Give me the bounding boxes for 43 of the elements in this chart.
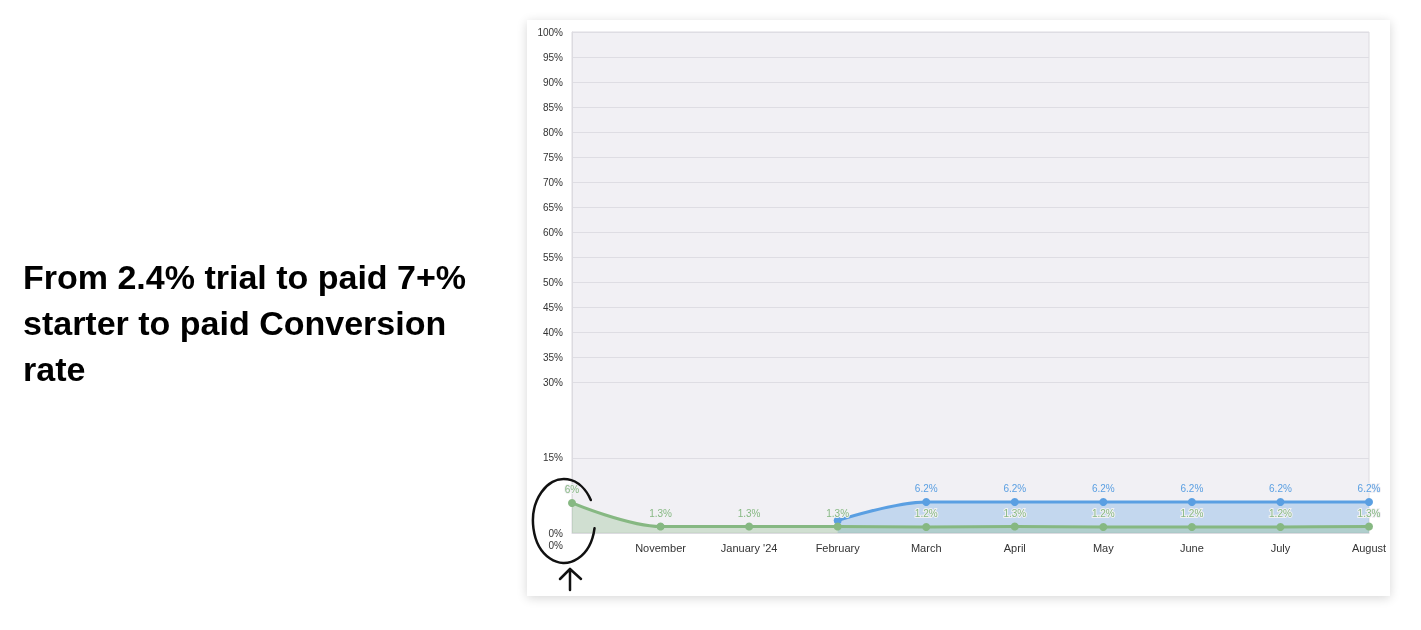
y-tick-label: 0%	[548, 527, 564, 539]
data-label: 1.3%	[649, 507, 673, 519]
y-tick-label: 80%	[542, 126, 564, 138]
y-tick-label: 40%	[542, 327, 564, 339]
data-label: 1.3%	[1003, 507, 1027, 519]
data-label: 1.3%	[826, 507, 850, 519]
y-tick-label: 50%	[542, 277, 564, 288]
x-tick-label: February	[815, 541, 861, 554]
data-label: 6.2%	[914, 483, 938, 495]
data-label: 6%	[564, 484, 580, 496]
y-tick-label: 65%	[542, 201, 564, 213]
x-tick-label: January '24	[720, 541, 778, 554]
data-label: 6.2%	[1357, 483, 1381, 495]
data-label: 1.2%	[914, 508, 938, 520]
data-label: 1.2%	[1180, 508, 1204, 520]
y-tick-label: 70%	[542, 176, 564, 188]
data-label: 1.3%	[1357, 507, 1381, 519]
y-tick-label: 45%	[542, 302, 564, 314]
y-tick-label: 30%	[542, 377, 564, 389]
x-tick-label: June	[1179, 541, 1204, 554]
x-tick-label: March	[910, 541, 942, 554]
y-tick-label: 60%	[542, 226, 564, 238]
data-label: 6.2%	[1269, 483, 1292, 495]
y-tick-label: 95%	[542, 51, 564, 63]
y-tick-label: 55%	[542, 251, 564, 263]
x-tick-label: August	[1351, 541, 1387, 554]
y-tick-label: 85%	[542, 101, 564, 113]
y-tick-label: 100%	[537, 26, 564, 38]
data-label: 6.2%	[1091, 483, 1115, 495]
data-label: 6.2%	[1180, 483, 1204, 495]
data-label: 1.3%	[737, 507, 761, 519]
y-tick-label: 15%	[542, 452, 564, 464]
y-tick-label: 75%	[542, 151, 564, 163]
data-label: 1.2%	[1091, 508, 1115, 520]
x-tick-label: November	[635, 541, 687, 554]
x-tick-label: July	[1270, 541, 1291, 554]
x-tick-label: April	[1003, 541, 1026, 554]
data-label: 1.2%	[1269, 508, 1292, 520]
text: From 2.4% trial to paid 7+% starter to paid Conversion rate	[23, 258, 476, 388]
y-tick-label: 35%	[542, 352, 564, 364]
data-label: 6.2%	[1003, 483, 1027, 495]
y-tick-label: 90%	[542, 76, 564, 88]
x-tick-label: May	[1092, 541, 1115, 554]
